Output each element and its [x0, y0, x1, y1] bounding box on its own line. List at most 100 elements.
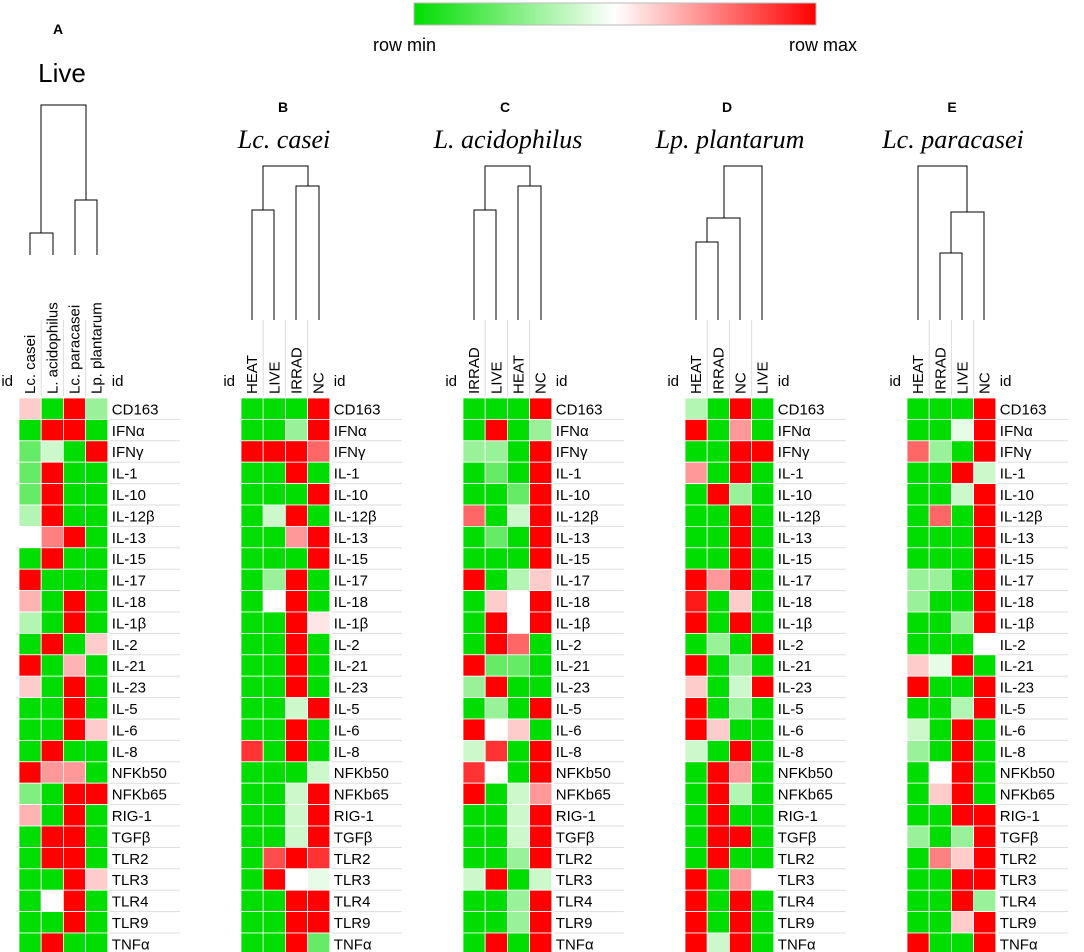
id-label-left: id: [1, 373, 13, 390]
heatmap-cell: [462, 590, 486, 613]
heatmap-cell: [928, 932, 952, 952]
heatmap-cell: [951, 932, 975, 952]
heatmap-cell: [18, 782, 42, 806]
heatmap-cell: [40, 633, 64, 656]
row-label: TLR2: [1000, 851, 1037, 868]
heatmap-cell: [18, 889, 42, 913]
heatmap-cell: [973, 461, 997, 485]
heatmap-cell: [973, 611, 997, 634]
heatmap-cell: [751, 397, 775, 420]
heatmap-cell: [284, 483, 308, 506]
heatmap-cell: [506, 633, 530, 656]
heatmap-cell: [284, 761, 308, 784]
heatmap-cell: [928, 526, 952, 549]
heatmap-cell: [85, 526, 109, 549]
heatmap-cell: [729, 397, 753, 420]
heatmap-cell: [729, 847, 753, 870]
heatmap-cell: [240, 547, 264, 570]
heatmap-cell: [973, 633, 997, 656]
heatmap-cell: [307, 461, 331, 485]
heatmap-cell: [973, 418, 997, 442]
heatmap-cell: [951, 568, 975, 592]
column-label: HEAT: [511, 355, 528, 394]
row-label: TLR3: [112, 872, 149, 889]
heatmap-cell: [307, 526, 331, 549]
heatmap-cell: [684, 932, 708, 952]
heatmap-cell: [40, 440, 64, 463]
heatmap-cell: [462, 526, 486, 549]
legend-gradient-bar: [413, 2, 817, 26]
heatmap-cell: [706, 526, 730, 549]
heatmap-cell: [729, 568, 753, 592]
row-label: NFKb50: [556, 765, 611, 782]
heatmap-cell: [906, 547, 930, 570]
row-label: IL-21: [334, 658, 368, 675]
column-label: NC: [977, 372, 994, 394]
heatmap-cell: [973, 654, 997, 677]
heatmap-cell: [63, 568, 87, 592]
heatmap-cell: [484, 911, 508, 934]
row-label: CD163: [1000, 401, 1047, 418]
heatmap-cell: [85, 782, 109, 806]
heatmap-cell: [684, 611, 708, 634]
panel-title-c: L. acidophilus: [433, 125, 583, 154]
heatmap-cell: [529, 590, 553, 613]
heatmap-cell: [63, 697, 87, 720]
heatmap-cell: [928, 611, 952, 634]
id-label-right: id: [112, 373, 124, 390]
heatmap-cell: [307, 825, 331, 848]
heatmap-cell: [40, 675, 64, 699]
row-label: IFNα: [1000, 423, 1033, 440]
heatmap-cell: [684, 440, 708, 463]
heatmap-cell: [262, 547, 286, 570]
heatmap-cell: [40, 611, 64, 634]
row-label: IL-15: [112, 551, 146, 568]
heatmap-cell: [240, 761, 264, 784]
heatmap-cell: [951, 547, 975, 570]
heatmap-cell: [85, 418, 109, 442]
heatmap-cell: [729, 718, 753, 741]
heatmap-cell: [529, 504, 553, 527]
row-label: RIG-1: [112, 808, 152, 825]
heatmap-cell: [506, 504, 530, 527]
row-label: TLR4: [556, 894, 593, 911]
row-label: TGFβ: [334, 829, 373, 846]
row-label: IL-1: [334, 466, 360, 483]
heatmap-cell: [307, 440, 331, 463]
heatmap-cell: [484, 675, 508, 699]
heatmap-cell: [729, 504, 753, 527]
heatmap-cell: [284, 697, 308, 720]
heatmap-cell: [284, 932, 308, 952]
heatmap-cell: [262, 782, 286, 806]
column-label: LIVE: [266, 361, 283, 394]
heatmap-cell: [684, 911, 708, 934]
row-label: IL-21: [1000, 658, 1034, 675]
heatmap-cell: [284, 504, 308, 527]
heatmap-cell: [240, 804, 264, 827]
row-label: IL-18: [1000, 594, 1034, 611]
heatmap-cell: [85, 440, 109, 463]
heatmap-cell: [18, 483, 42, 506]
heatmap-cell: [751, 761, 775, 784]
column-label: LIVE: [755, 361, 772, 394]
heatmap-cell: [484, 633, 508, 656]
heatmap-cell: [18, 590, 42, 613]
heatmap-cell: [85, 825, 109, 848]
heatmap-cell: [462, 654, 486, 677]
heatmap-cell: [751, 568, 775, 592]
row-label: IL-23: [778, 680, 812, 697]
heatmap-cell: [63, 932, 87, 952]
heatmap-cell: [506, 911, 530, 934]
heatmap-cell: [284, 397, 308, 420]
heatmap-cell: [928, 461, 952, 485]
heatmap-cell: [684, 761, 708, 784]
row-label: IL-5: [778, 701, 804, 718]
heatmap-cell: [307, 740, 331, 763]
heatmap-cell: [40, 932, 64, 952]
heatmap-cell: [240, 526, 264, 549]
heatmap-cell: [529, 526, 553, 549]
heatmap-cell: [63, 675, 87, 699]
heatmap-cell: [706, 418, 730, 442]
dendrogram-c: [473, 165, 542, 320]
